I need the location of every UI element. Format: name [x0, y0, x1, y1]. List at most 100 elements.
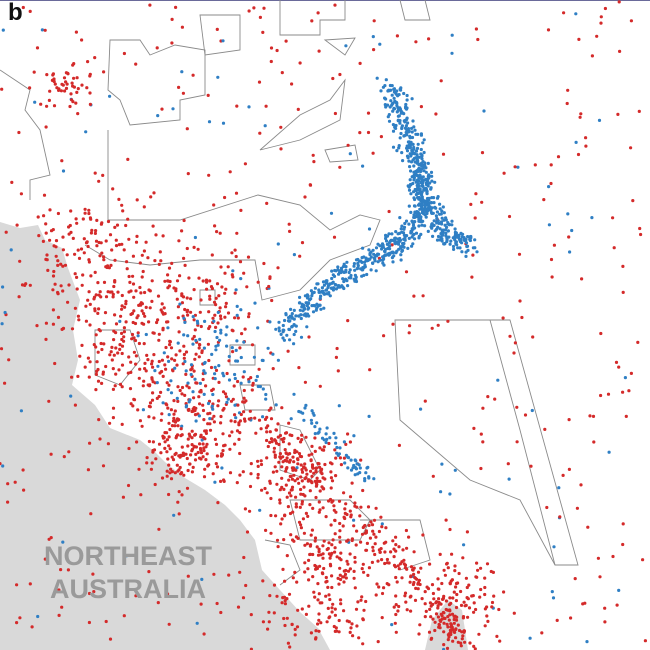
occurrence-dot [412, 164, 416, 168]
occurrence-dot [566, 88, 570, 92]
occurrence-dot [113, 280, 117, 284]
occurrence-dot [134, 289, 138, 293]
occurrence-dot [365, 272, 369, 277]
occurrence-dot [42, 193, 47, 197]
occurrence-dot [395, 89, 399, 93]
occurrence-dot [440, 462, 444, 466]
occurrence-dot [318, 427, 322, 431]
occurrence-dot [392, 254, 396, 258]
occurrence-dot [310, 481, 314, 485]
occurrence-dot [122, 330, 126, 334]
occurrence-dot [223, 291, 227, 295]
occurrence-dot [309, 469, 313, 473]
occurrence-dot [288, 645, 292, 649]
occurrence-dot [303, 462, 307, 466]
occurrence-dot [48, 89, 52, 93]
occurrence-dot [337, 284, 341, 288]
occurrence-dot [111, 295, 115, 299]
occurrence-dot [225, 325, 229, 329]
occurrence-dot [309, 533, 313, 537]
occurrence-dot [94, 239, 99, 243]
occurrence-dot [268, 430, 272, 434]
occurrence-dot [427, 176, 431, 180]
occurrence-dot [314, 636, 318, 640]
occurrence-dot [114, 372, 118, 376]
occurrence-dot [299, 475, 303, 479]
occurrence-dot [299, 523, 303, 527]
occurrence-dot [203, 371, 207, 375]
occurrence-dot [28, 86, 32, 90]
occurrence-dot [412, 572, 416, 577]
occurrence-dot [420, 192, 424, 196]
occurrence-dot [372, 532, 376, 536]
occurrence-dot [281, 323, 285, 328]
occurrence-dot [129, 370, 133, 374]
occurrence-dot [338, 535, 342, 539]
occurrence-dot [333, 282, 337, 287]
occurrence-dot [329, 523, 333, 527]
boundary [84, 130, 381, 301]
occurrence-dot [442, 621, 446, 625]
occurrence-dot [393, 621, 397, 625]
occurrence-dot [333, 550, 337, 554]
occurrence-dot [398, 216, 402, 220]
occurrence-dot [182, 344, 186, 348]
occurrence-dot [282, 595, 287, 599]
occurrence-dot [310, 444, 314, 448]
occurrence-dot [294, 329, 298, 333]
occurrence-dot [328, 436, 332, 440]
occurrence-dot [468, 641, 472, 645]
occurrence-dot [323, 462, 327, 467]
occurrence-dot [299, 463, 303, 467]
occurrence-dot [408, 324, 412, 328]
occurrence-dot [420, 200, 424, 204]
occurrence-dot [223, 271, 227, 275]
occurrence-dot [194, 419, 198, 423]
occurrence-dot [214, 348, 218, 352]
occurrence-dot [498, 639, 502, 643]
occurrence-dot [327, 291, 331, 295]
occurrence-dot [259, 427, 263, 431]
occurrence-dot [73, 306, 77, 310]
occurrence-dot [183, 320, 187, 324]
occurrence-dot [211, 316, 215, 320]
occurrence-dot [313, 425, 317, 429]
occurrence-dot [120, 363, 125, 367]
land [0, 222, 330, 650]
occurrence-dot [4, 230, 8, 234]
occurrence-dot [52, 104, 57, 108]
occurrence-dot [287, 442, 291, 446]
occurrence-dot [254, 378, 258, 382]
occurrence-dot [591, 414, 596, 418]
occurrence-dot [176, 316, 180, 320]
occurrence-dot [405, 154, 410, 158]
occurrence-dot [405, 546, 409, 550]
occurrence-dot [404, 528, 408, 533]
occurrence-dot [467, 583, 471, 587]
occurrence-dot [118, 319, 122, 323]
occurrence-dot [454, 627, 458, 631]
occurrence-dot [448, 581, 452, 585]
occurrence-dot [454, 605, 459, 610]
occurrence-dot [230, 430, 234, 434]
occurrence-dot [442, 211, 446, 215]
occurrence-dot [221, 121, 226, 125]
occurrence-dot [293, 633, 297, 637]
occurrence-dot [404, 600, 408, 604]
occurrence-dot [99, 222, 103, 226]
occurrence-dot [446, 638, 450, 642]
occurrence-dot [262, 6, 266, 10]
occurrence-dot [159, 308, 163, 312]
occurrence-dot [127, 274, 131, 279]
occurrence-dot [235, 313, 239, 317]
occurrence-dot [274, 403, 278, 407]
occurrence-dot [381, 255, 385, 259]
occurrence-dot [461, 634, 465, 638]
occurrence-dot [477, 632, 481, 636]
occurrence-dot [466, 235, 470, 239]
occurrence-dot [98, 290, 102, 294]
occurrence-dot [383, 250, 387, 254]
occurrence-dot [180, 385, 185, 390]
occurrence-dot [322, 487, 326, 491]
occurrence-dot [243, 327, 247, 331]
